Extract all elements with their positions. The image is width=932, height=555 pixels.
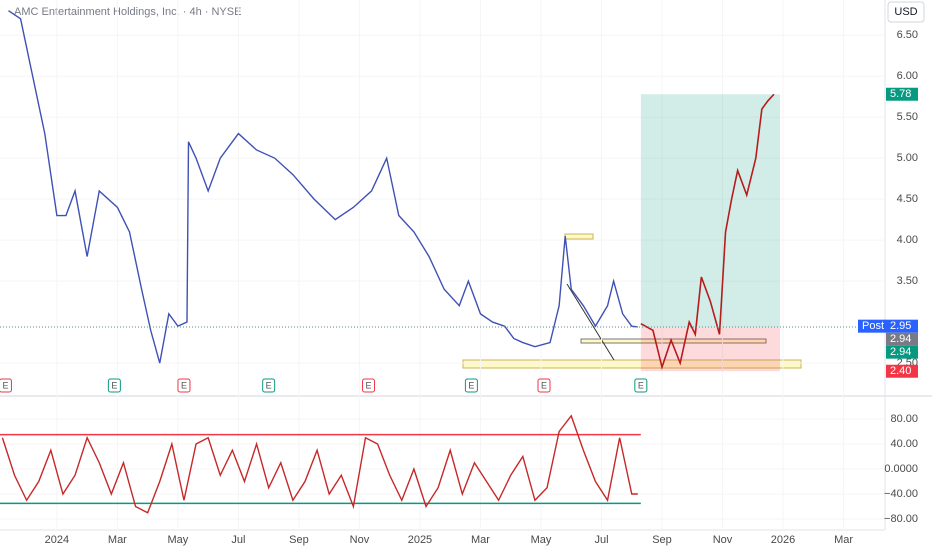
price-label-box (886, 332, 918, 346)
event-marker (464, 378, 478, 393)
y-tick-label: −80.00 (884, 513, 918, 525)
price-label-box (886, 364, 918, 378)
event-marker (0, 378, 12, 393)
y-tick-label: 6.50 (897, 29, 918, 41)
price-line (1, 414, 638, 514)
price-tag: Post (862, 320, 884, 332)
projection-line (640, 93, 775, 371)
y-tick-label: 4.50 (897, 193, 918, 205)
event-label: E (266, 380, 272, 390)
price-label-box (886, 345, 918, 359)
x-tick-label: Nov (713, 534, 733, 546)
event-label: E (468, 380, 474, 390)
x-tick-label: Sep (652, 534, 672, 546)
price-label: 2.94 (890, 346, 911, 358)
x-tick-label: Mar (834, 534, 853, 546)
y-tick-label: 80.00 (890, 413, 918, 425)
currency-button[interactable] (887, 1, 925, 23)
x-tick-label: Jul (231, 534, 245, 546)
price-label: 2.94 (890, 333, 911, 345)
y-tick-label: 0.0000 (884, 463, 918, 475)
y-tick-label: −40.00 (884, 488, 918, 500)
zone-box (564, 233, 594, 240)
x-tick-label: 2024 (45, 534, 69, 546)
price-label: 5.78 (890, 88, 911, 100)
event-label: E (2, 380, 8, 390)
target-zone (640, 94, 781, 327)
zone-box (462, 359, 802, 369)
currency[interactable]: USD (894, 6, 917, 18)
event-label: E (541, 380, 547, 390)
event-label: E (111, 380, 117, 390)
y-tick-label: 5.50 (897, 111, 918, 123)
zone-box (580, 338, 767, 344)
price-label: 2.40 (890, 365, 911, 377)
y-tick-label: 6.00 (897, 70, 918, 82)
x-tick-label: May (168, 534, 189, 546)
event-marker (177, 378, 191, 393)
x-tick-label: Nov (350, 534, 370, 546)
event-label: E (181, 380, 187, 390)
chart-title: AMC Entertainment Holdings, Inc. · 4h · … (14, 6, 241, 18)
y-tick-label: 3.50 (897, 275, 918, 287)
x-tick-label: Jul (594, 534, 608, 546)
y-tick-label: 4.00 (897, 234, 918, 246)
event-marker (107, 378, 121, 393)
stop-zone (640, 326, 781, 372)
event-label: E (366, 380, 372, 390)
price-label-box (886, 319, 918, 333)
x-tick-label: Mar (108, 534, 127, 546)
x-tick-label: Sep (289, 534, 309, 546)
y-tick-label: 40.00 (890, 438, 918, 450)
x-tick-label: May (531, 534, 552, 546)
trend-line (566, 283, 615, 361)
price-label: 2.95 (890, 320, 911, 332)
price-label-box (886, 87, 918, 101)
x-tick-label: 2026 (771, 534, 795, 546)
event-marker (537, 378, 551, 393)
y-tick-label: 5.00 (897, 152, 918, 164)
price-tag-box (858, 319, 886, 333)
x-tick-label: 2025 (408, 534, 432, 546)
price-line (8, 10, 638, 364)
event-marker (362, 378, 376, 393)
event-label: E (638, 380, 644, 390)
x-tick-label: Mar (471, 534, 490, 546)
event-marker (262, 378, 276, 393)
event-marker (634, 378, 648, 393)
